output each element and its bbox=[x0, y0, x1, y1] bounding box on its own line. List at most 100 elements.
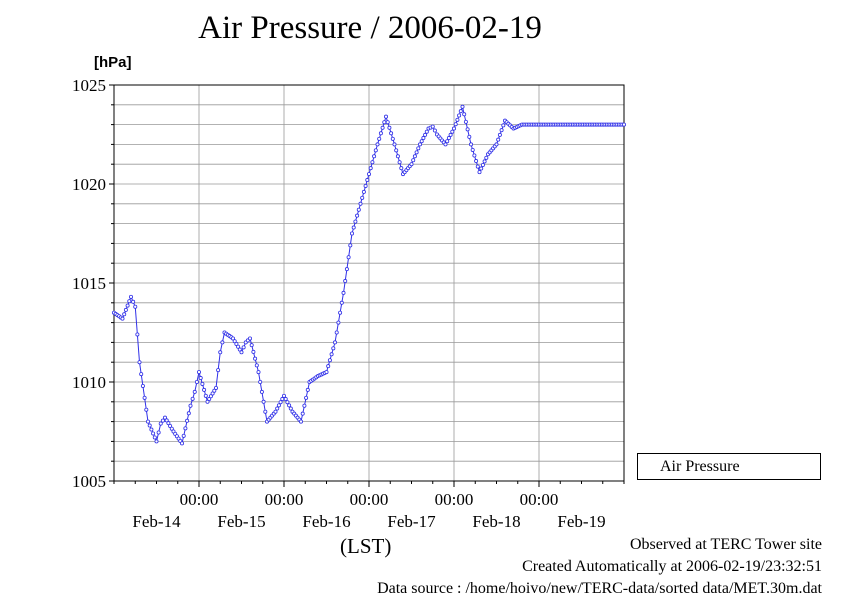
data-point bbox=[496, 137, 501, 142]
data-point bbox=[482, 159, 487, 164]
data-point bbox=[353, 219, 358, 224]
data-point bbox=[414, 150, 419, 155]
data-point bbox=[458, 109, 463, 114]
data-point bbox=[200, 381, 205, 386]
data-point bbox=[465, 127, 470, 132]
x-tick-label: 00:00 bbox=[435, 490, 474, 509]
data-point bbox=[123, 307, 128, 312]
data-point bbox=[212, 388, 217, 393]
data-point bbox=[462, 112, 467, 117]
data-point bbox=[179, 441, 184, 446]
data-point bbox=[120, 316, 125, 321]
data-point bbox=[287, 403, 292, 408]
footer-observed-site: Observed at TERC Tower site bbox=[629, 536, 822, 553]
x-date-label: Feb-14 bbox=[132, 512, 181, 531]
data-point bbox=[280, 397, 285, 402]
data-point bbox=[183, 426, 188, 431]
data-point bbox=[394, 148, 399, 153]
data-point bbox=[304, 395, 309, 400]
data-point bbox=[360, 195, 365, 200]
data-point bbox=[460, 104, 465, 109]
data-point bbox=[144, 407, 149, 412]
data-point bbox=[387, 125, 392, 130]
data-point bbox=[139, 372, 144, 377]
data-point bbox=[234, 341, 239, 346]
data-point bbox=[152, 435, 157, 440]
data-point bbox=[125, 303, 130, 308]
data-point bbox=[302, 403, 307, 408]
data-point bbox=[334, 330, 339, 335]
x-date-label: Feb-15 bbox=[217, 512, 265, 531]
data-point bbox=[475, 164, 480, 169]
series-air-pressure bbox=[112, 104, 627, 446]
data-point bbox=[131, 299, 136, 304]
data-point bbox=[263, 409, 268, 414]
data-point bbox=[336, 320, 341, 325]
data-point bbox=[256, 370, 261, 375]
data-point bbox=[421, 136, 426, 141]
data-point bbox=[135, 332, 140, 337]
legend-label-air-pressure: Air Pressure bbox=[660, 458, 740, 475]
data-point bbox=[140, 383, 145, 388]
data-point bbox=[332, 340, 337, 345]
data-point bbox=[339, 300, 344, 305]
y-tick-label: 1020 bbox=[72, 175, 106, 194]
data-point bbox=[480, 162, 485, 167]
data-point bbox=[198, 376, 203, 381]
data-point bbox=[210, 391, 215, 396]
data-point bbox=[363, 183, 368, 188]
data-point bbox=[474, 159, 479, 164]
data-point bbox=[358, 201, 363, 206]
grid-lines bbox=[114, 85, 624, 481]
data-point bbox=[419, 139, 424, 144]
data-point bbox=[127, 299, 132, 304]
y-tick-label: 1015 bbox=[72, 274, 106, 293]
data-point bbox=[344, 267, 349, 272]
data-point bbox=[368, 166, 373, 171]
data-point bbox=[327, 358, 332, 363]
data-point bbox=[162, 415, 167, 420]
data-point bbox=[326, 364, 331, 369]
data-point bbox=[446, 136, 451, 141]
data-point bbox=[397, 160, 402, 165]
data-point bbox=[254, 363, 259, 368]
data-point bbox=[378, 131, 383, 136]
data-point bbox=[151, 431, 156, 436]
data-point bbox=[142, 395, 147, 400]
data-point bbox=[370, 160, 375, 165]
data-point bbox=[205, 399, 210, 404]
data-point bbox=[372, 154, 377, 159]
data-point bbox=[276, 403, 281, 408]
data-point bbox=[329, 352, 334, 357]
data-point bbox=[253, 356, 258, 361]
data-point bbox=[149, 427, 154, 432]
data-point bbox=[275, 406, 280, 411]
data-point bbox=[192, 389, 197, 394]
data-point bbox=[213, 385, 218, 390]
data-point bbox=[164, 418, 169, 423]
data-point bbox=[194, 379, 199, 384]
data-point bbox=[477, 170, 482, 175]
data-point bbox=[220, 340, 225, 345]
data-point bbox=[239, 350, 244, 355]
data-point bbox=[338, 310, 343, 315]
data-point bbox=[166, 421, 171, 426]
data-point bbox=[424, 129, 429, 134]
data-point bbox=[417, 142, 422, 147]
data-point bbox=[432, 128, 437, 133]
data-point bbox=[147, 423, 152, 428]
legend bbox=[637, 453, 821, 480]
data-point bbox=[457, 113, 462, 118]
data-point bbox=[251, 349, 256, 354]
data-point bbox=[450, 129, 455, 134]
data-point bbox=[349, 231, 354, 236]
data-point bbox=[355, 213, 360, 218]
data-point bbox=[497, 132, 502, 137]
data-point bbox=[389, 131, 394, 136]
data-point bbox=[237, 347, 242, 352]
data-point bbox=[324, 370, 329, 375]
data-point bbox=[430, 124, 435, 129]
data-point bbox=[232, 339, 237, 344]
data-point bbox=[216, 368, 221, 373]
